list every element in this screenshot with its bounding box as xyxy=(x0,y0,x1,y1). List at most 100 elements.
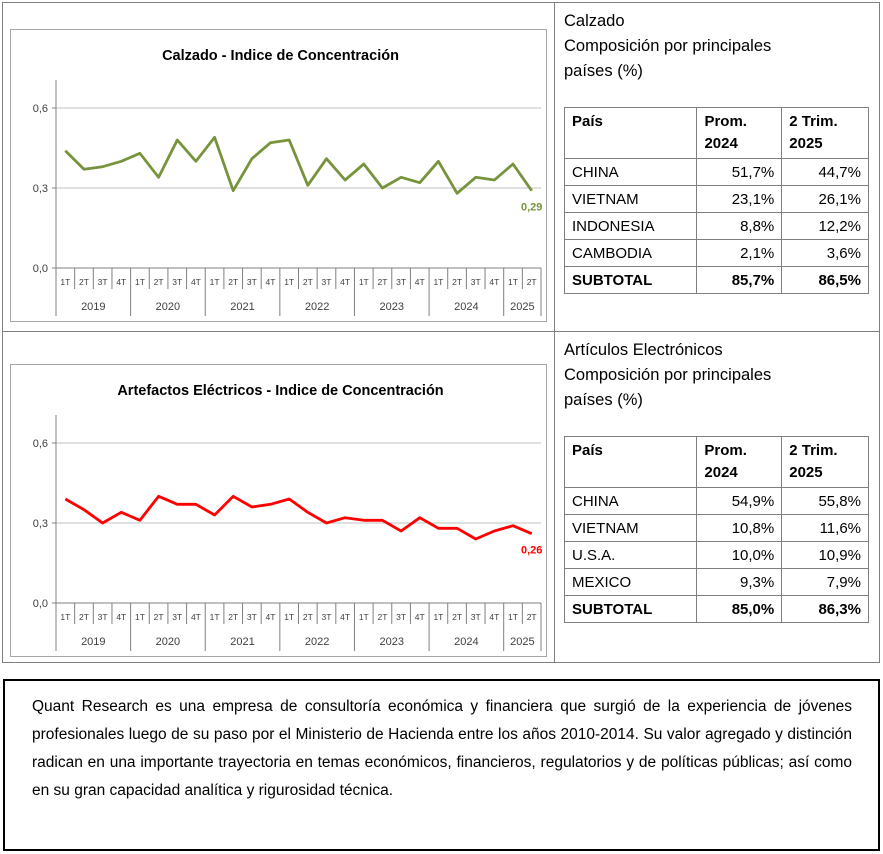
year-label: 2025 xyxy=(510,301,534,313)
quarter-label: 2T xyxy=(228,612,238,622)
quarter-label: 4T xyxy=(116,277,126,287)
table-row: VIETNAM 10,8% 11,6% xyxy=(563,514,869,542)
year-label: 2021 xyxy=(230,301,254,313)
y-tick-label: 0,3 xyxy=(33,518,48,530)
quarter-label: 3T xyxy=(322,612,332,622)
quarter-label: 1T xyxy=(284,612,294,622)
quarter-label: 3T xyxy=(98,277,108,287)
country-cell: VIETNAM xyxy=(563,185,698,213)
year-label: 2020 xyxy=(156,301,180,313)
quarter-label: 1T xyxy=(135,612,145,622)
y-tick-label: 0,3 xyxy=(33,183,48,195)
table-row: CAMBODIA 2,1% 3,6% xyxy=(563,239,869,267)
subtotal-row: SUBTOTAL 85,7% 86,5% xyxy=(563,266,869,294)
value-cell: 51,7% xyxy=(696,158,783,186)
value-cell: 12,2% xyxy=(781,212,869,240)
year-label: 2022 xyxy=(305,301,329,313)
year-label: 2020 xyxy=(156,636,180,648)
calzado-table-container: País Prom. 2024 2 Trim. 2025 CHINA 51,7% 44,7… xyxy=(563,107,869,294)
year-label: 2019 xyxy=(81,636,105,648)
electronicos-composition-panel: Artículos Electrónicos Composición por p… xyxy=(554,331,879,662)
table-row: CHINA 54,9% 55,8% xyxy=(563,487,869,515)
value-cell: 7,9% xyxy=(781,568,869,596)
country-cell: U.S.A. xyxy=(563,541,698,569)
quarter-label: 4T xyxy=(489,612,499,622)
value-cell: 86,3% xyxy=(781,595,869,623)
year-label: 2023 xyxy=(380,301,404,313)
value-cell: 9,3% xyxy=(696,568,783,596)
quarter-label: 2T xyxy=(527,612,537,622)
country-cell: CHINA xyxy=(563,158,698,186)
header-row: País Prom. 2024 2 Trim. 2025 xyxy=(563,436,869,488)
quarter-label: 4T xyxy=(266,612,276,622)
quarter-label: 3T xyxy=(172,612,182,622)
subtotal-row: SUBTOTAL 85,0% 86,3% xyxy=(563,595,869,623)
quarter-label: 4T xyxy=(340,612,350,622)
quarter-label: 2T xyxy=(154,277,164,287)
column-header: País xyxy=(563,436,698,488)
quarter-label: 2T xyxy=(452,277,462,287)
quarter-label: 2T xyxy=(79,277,89,287)
year-label: 2023 xyxy=(380,636,404,648)
year-label: 2021 xyxy=(230,636,254,648)
year-label: 2022 xyxy=(305,636,329,648)
quarter-label: 4T xyxy=(489,277,499,287)
table-row: CHINA 51,7% 44,7% xyxy=(563,158,869,186)
year-label: 2024 xyxy=(454,301,478,313)
quarter-label: 3T xyxy=(172,277,182,287)
quarter-label: 3T xyxy=(396,277,406,287)
calzado-concentration-chart: Calzado - Indice de Concentración 0,0 0,3 0… xyxy=(10,29,547,322)
quarter-label: 1T xyxy=(359,612,369,622)
quarter-label: 4T xyxy=(191,277,201,287)
country-cell: CHINA xyxy=(563,487,698,515)
column-header: Prom. 2024 xyxy=(696,107,783,159)
calzado-composition-panel: Calzado Composición por principales país… xyxy=(554,3,879,331)
quarter-label: 4T xyxy=(415,612,425,622)
column-header: 2 Trim. 2025 xyxy=(781,436,869,488)
quarter-label: 2T xyxy=(377,612,387,622)
quarter-label: 3T xyxy=(247,277,257,287)
quarter-label: 1T xyxy=(210,612,220,622)
quarter-label: 3T xyxy=(98,612,108,622)
concentration-line xyxy=(64,135,533,195)
y-tick-label: 0,0 xyxy=(33,263,48,275)
value-cell: 2,1% xyxy=(696,239,783,267)
value-cell: 44,7% xyxy=(781,158,869,186)
quarter-label: 1T xyxy=(60,612,70,622)
quarter-label: 1T xyxy=(433,612,443,622)
composition-table: País Prom. 2024 2 Trim. 2025 CHINA 54,9% 55,8… xyxy=(563,436,869,623)
electronicos-table-container: País Prom. 2024 2 Trim. 2025 CHINA 54,9% 55,8… xyxy=(563,436,869,623)
table-row: MEXICO 9,3% 7,9% xyxy=(563,568,869,596)
quarter-label: 3T xyxy=(247,612,257,622)
quarter-label: 2T xyxy=(303,612,313,622)
country-cell: INDONESIA xyxy=(563,212,698,240)
quarter-label: 1T xyxy=(135,277,145,287)
quarter-label: 4T xyxy=(266,277,276,287)
quarter-label: 4T xyxy=(191,612,201,622)
quarter-label: 1T xyxy=(433,277,443,287)
column-header: País xyxy=(563,107,698,159)
electronicos-concentration-chart: Artefactos Eléctricos - Indice de Concen… xyxy=(10,364,547,657)
value-cell: 3,6% xyxy=(781,239,869,267)
quarter-label: 4T xyxy=(116,612,126,622)
quarter-label: 2T xyxy=(79,612,89,622)
value-cell: 85,0% xyxy=(696,595,783,623)
table-row: INDONESIA 8,8% 12,2% xyxy=(563,212,869,240)
quarter-label: 1T xyxy=(508,612,518,622)
table-row: VIETNAM 23,1% 26,1% xyxy=(563,185,869,213)
country-cell: CAMBODIA xyxy=(563,239,698,267)
last-value-label: 0,29 xyxy=(521,202,542,214)
year-label: 2019 xyxy=(81,301,105,313)
header-row: País Prom. 2024 2 Trim. 2025 xyxy=(563,107,869,159)
chart-title: Calzado - Indice de Concentración xyxy=(162,48,399,64)
country-cell: SUBTOTAL xyxy=(563,266,698,294)
chart-title: Artefactos Eléctricos - Indice de Concen… xyxy=(117,383,443,399)
quarter-label: 1T xyxy=(508,277,518,287)
quarter-label: 2T xyxy=(452,612,462,622)
quarter-label: 2T xyxy=(303,277,313,287)
quant-research-box: Quant Research es una empresa de consult… xyxy=(3,679,880,851)
value-cell: 85,7% xyxy=(696,266,783,294)
composition-table: País Prom. 2024 2 Trim. 2025 CHINA 51,7% 44,7… xyxy=(563,107,869,294)
quarter-label: 1T xyxy=(359,277,369,287)
quarter-label: 1T xyxy=(60,277,70,287)
